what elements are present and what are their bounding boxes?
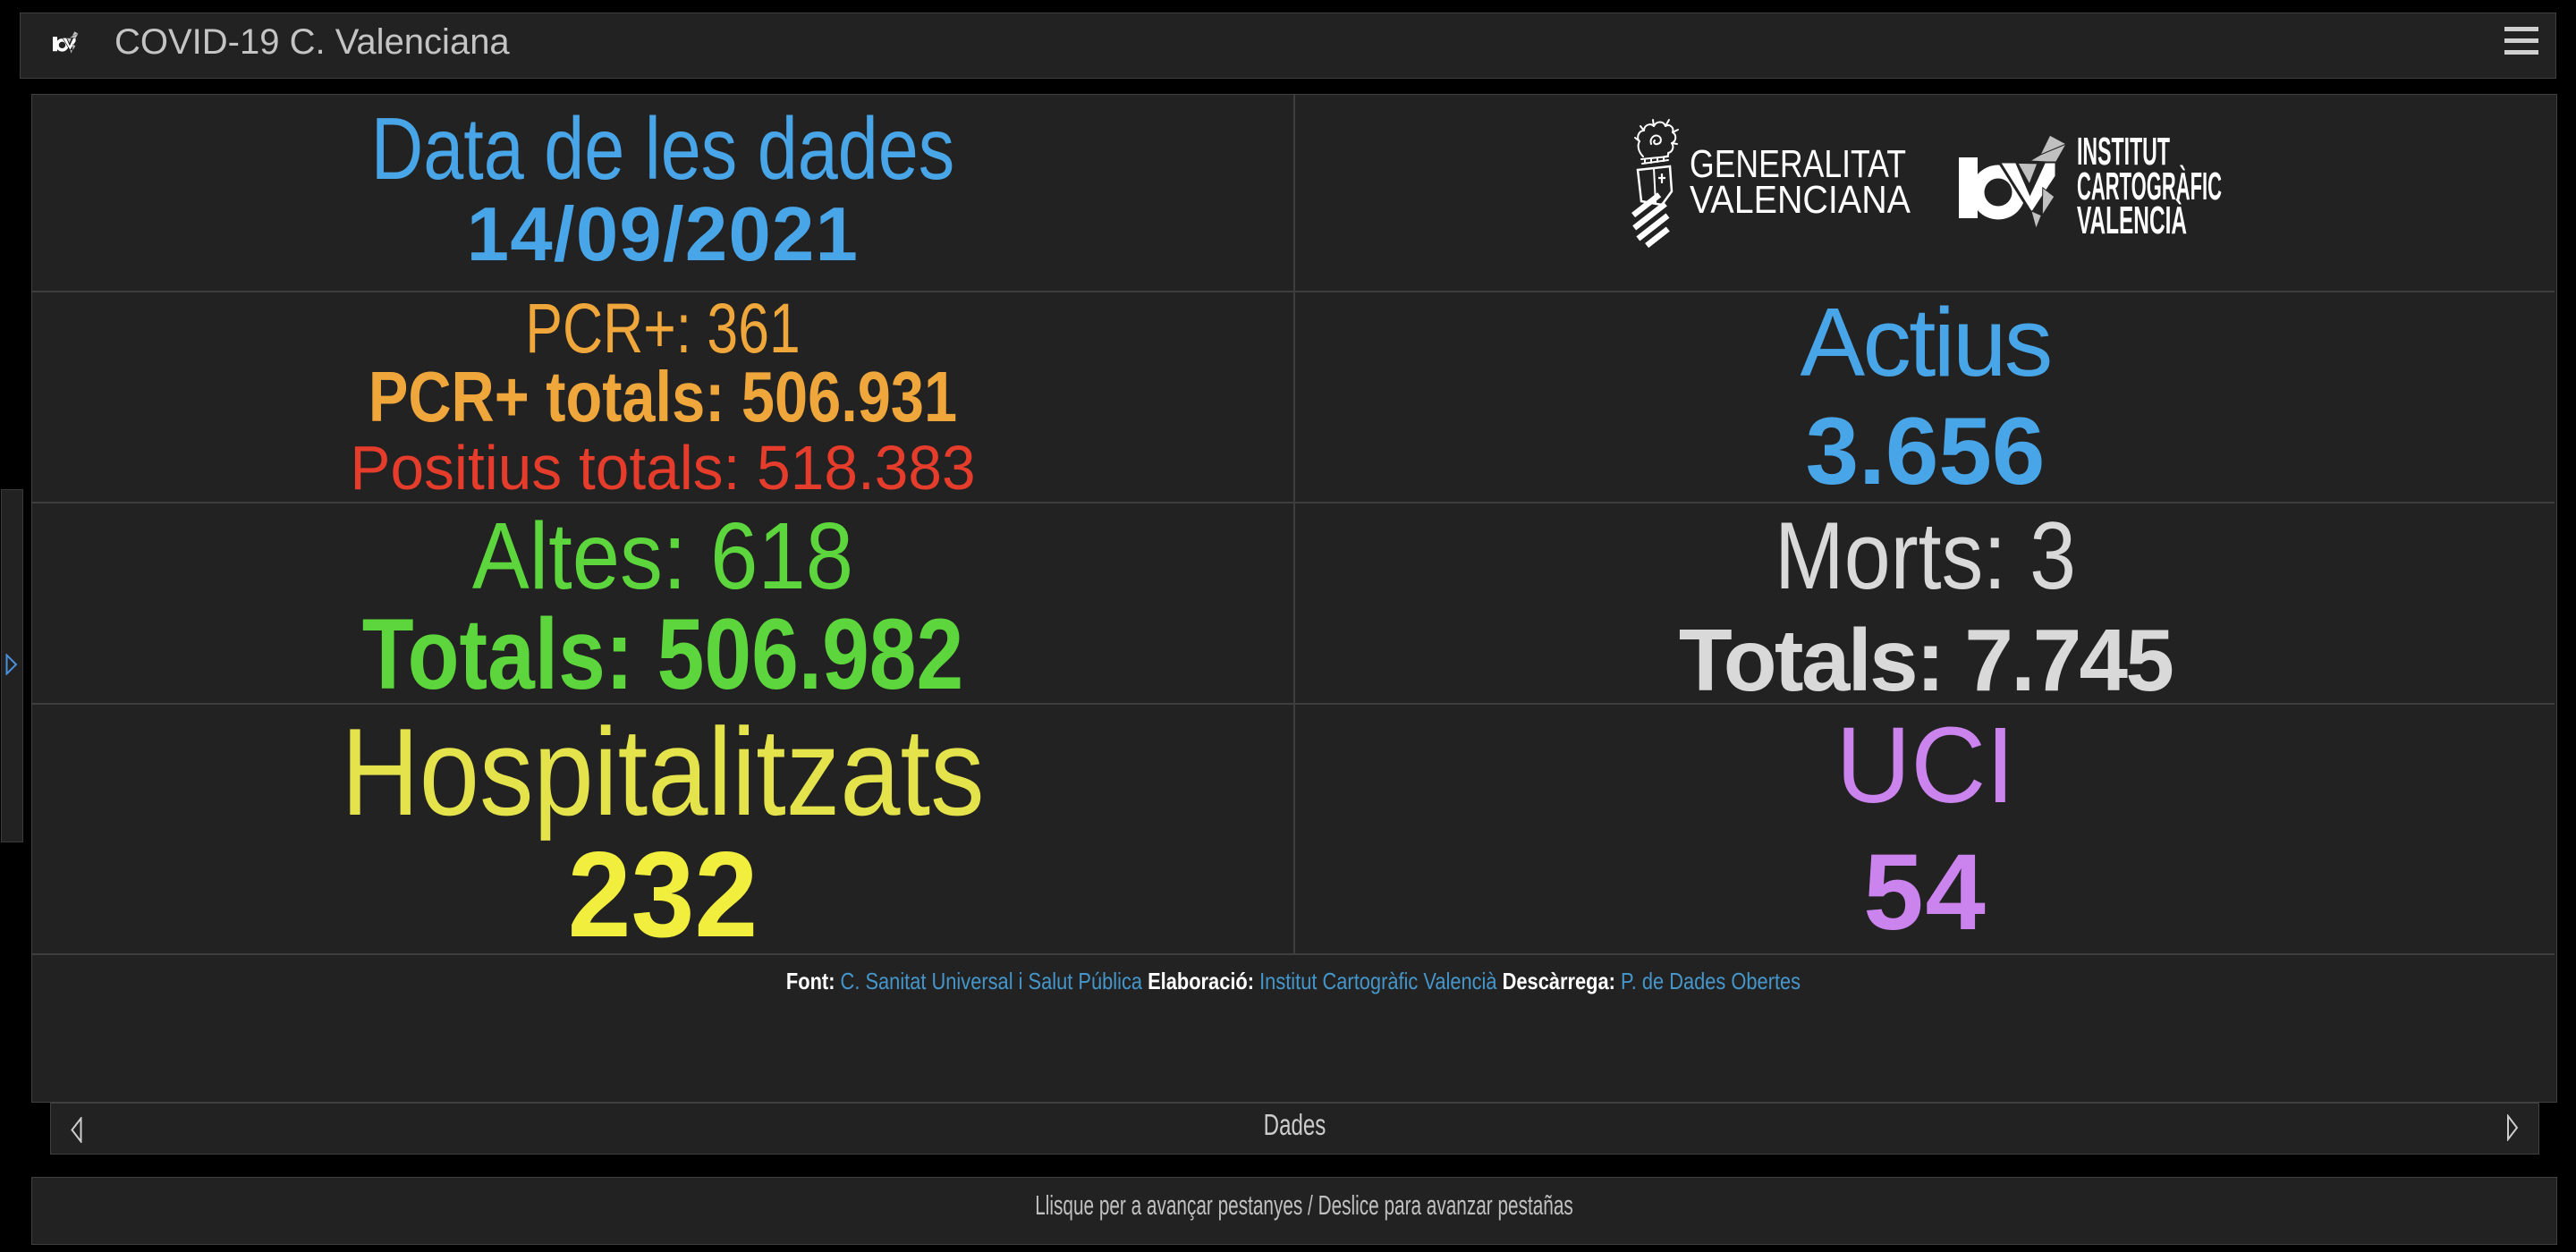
svg-text:INSTITUT: INSTITUT bbox=[2077, 130, 2170, 173]
svg-text:GENERALITAT: GENERALITAT bbox=[1690, 142, 1906, 186]
svg-text:VALENCIANA: VALENCIANA bbox=[1690, 178, 1911, 222]
svg-text:CARTOGRÀFIC: CARTOGRÀFIC bbox=[2077, 164, 2222, 208]
svg-text:VALENCIÀ: VALENCIÀ bbox=[2077, 198, 2187, 242]
